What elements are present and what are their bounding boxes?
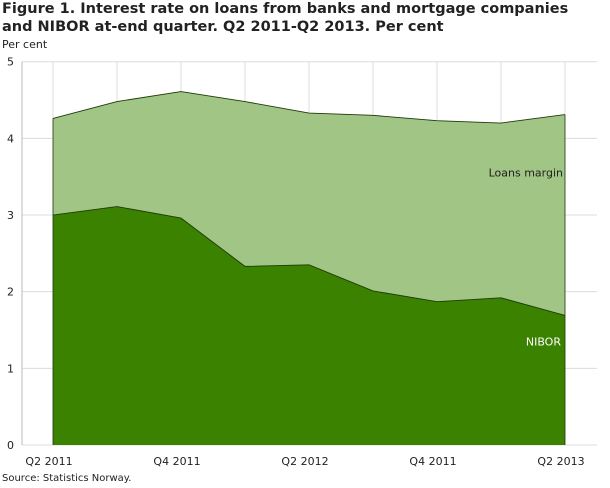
y-axis-label: Per cent [2, 38, 48, 51]
y-tick-label: 4 [7, 132, 14, 145]
area-nibor [53, 206, 565, 445]
series-line-loans-margin [52, 91, 566, 124]
x-tick-label: Q2 2011 [25, 455, 72, 468]
y-tick-label: 1 [7, 362, 14, 375]
y-tick-label: 2 [7, 286, 14, 299]
chart-title: Figure 1. Interest rate on loans from ba… [2, 1, 569, 35]
x-tick-label: Q4 2011 [153, 455, 200, 468]
y-tick-label: 3 [7, 209, 14, 222]
series-label-loans-margin: Loans margin [489, 167, 563, 180]
area-loans-margin [53, 91, 565, 316]
x-tick-label: Q2 2013 [537, 455, 584, 468]
y-tick-label: 5 [7, 56, 14, 69]
series-label-nibor: NIBOR [526, 335, 561, 348]
x-tick-label: Q4 2011 [409, 455, 456, 468]
series-line-nibor [52, 206, 566, 316]
source-note: Source: Statistics Norway. [2, 473, 132, 484]
y-tick-label: 0 [7, 439, 14, 452]
x-tick-label: Q2 2012 [281, 455, 328, 468]
